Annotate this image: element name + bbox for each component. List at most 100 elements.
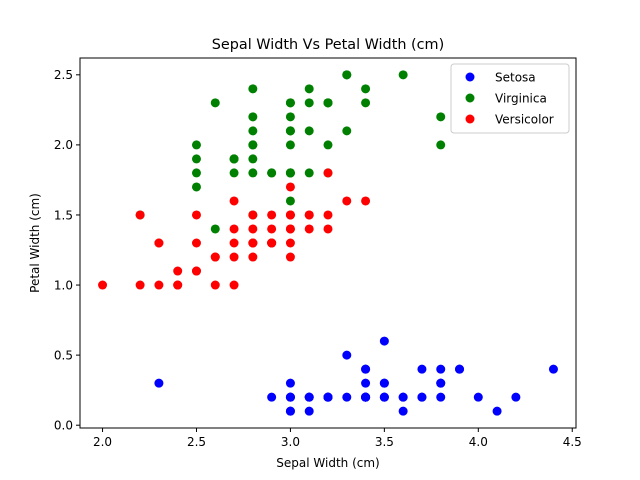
y-tick-label: 2.0	[54, 138, 73, 152]
point-setosa-34	[304, 392, 314, 402]
point-setosa-38	[285, 392, 295, 402]
point-setosa-44	[436, 364, 446, 374]
point-virginica-8	[191, 168, 201, 178]
point-virginica-43	[323, 98, 333, 108]
point-setosa-46	[436, 392, 446, 402]
point-versicolor-39	[191, 238, 201, 248]
point-virginica-9	[398, 70, 408, 80]
point-versicolor-17	[229, 280, 239, 290]
legend-label-setosa: Setosa	[495, 71, 536, 85]
point-virginica-48	[361, 98, 371, 108]
point-virginica-41	[304, 98, 314, 108]
point-setosa-19	[436, 378, 446, 388]
point-virginica-24	[342, 126, 352, 136]
point-versicolor-48	[191, 266, 201, 276]
legend-label-virginica: Virginica	[495, 92, 547, 106]
point-virginica-10	[323, 140, 333, 150]
point-virginica-42	[229, 154, 239, 164]
point-virginica-29	[285, 196, 295, 206]
point-versicolor-47	[267, 238, 277, 248]
point-versicolor-43	[154, 280, 164, 290]
point-versicolor-28	[267, 210, 277, 220]
point-versicolor-35	[361, 196, 371, 206]
point-setosa-15	[548, 364, 558, 374]
point-versicolor-15	[304, 224, 314, 234]
point-setosa-21	[417, 364, 427, 374]
point-virginica-7	[267, 168, 277, 178]
point-virginica-26	[248, 168, 258, 178]
point-versicolor-33	[229, 196, 239, 206]
point-setosa-48	[417, 392, 427, 402]
point-versicolor-42	[210, 252, 220, 262]
point-versicolor-10	[98, 280, 108, 290]
point-setosa-8	[267, 392, 277, 402]
point-versicolor-20	[323, 168, 333, 178]
point-versicolor-26	[248, 224, 258, 234]
point-setosa-39	[361, 392, 371, 402]
point-versicolor-36	[304, 210, 314, 220]
point-versicolor-38	[285, 238, 295, 248]
point-virginica-28	[248, 126, 258, 136]
point-versicolor-22	[191, 210, 201, 220]
point-setosa-13	[285, 406, 295, 416]
x-tick-label: 4.5	[563, 435, 582, 449]
legend-marker-virginica	[465, 93, 475, 103]
point-versicolor-13	[267, 224, 277, 234]
point-setosa-45	[285, 378, 295, 388]
x-tick-label: 4.0	[469, 435, 488, 449]
point-setosa-32	[492, 406, 502, 416]
point-versicolor-27	[285, 182, 295, 192]
chart-title: Sepal Width Vs Petal Width (cm)	[212, 37, 444, 53]
point-virginica-13	[191, 140, 201, 150]
point-virginica-39	[304, 126, 314, 136]
point-setosa-43	[379, 336, 389, 346]
point-versicolor-41	[285, 224, 295, 234]
point-versicolor-18	[135, 210, 145, 220]
point-setosa-16	[455, 364, 465, 374]
point-setosa-22	[398, 392, 408, 402]
point-setosa-31	[361, 364, 371, 374]
point-virginica-36	[361, 84, 371, 94]
point-setosa-23	[342, 350, 352, 360]
point-versicolor-0	[323, 224, 333, 234]
y-axis-ticks: 0.0 0.5 1.0 1.5 2.0 2.5	[54, 68, 80, 432]
points-layer	[98, 70, 558, 416]
point-versicolor-37	[154, 238, 164, 248]
legend-label-versicolor: Versicolor	[495, 113, 554, 127]
point-versicolor-45	[285, 252, 295, 262]
point-virginica-12	[285, 126, 295, 136]
point-versicolor-49	[248, 238, 258, 248]
point-versicolor-1	[323, 210, 333, 220]
point-setosa-40	[379, 378, 389, 388]
point-setosa-9	[304, 406, 314, 416]
point-virginica-46	[191, 154, 201, 164]
x-tick-label: 2.5	[187, 435, 206, 449]
y-tick-label: 0.5	[54, 348, 73, 362]
x-tick-label: 2.0	[93, 435, 112, 449]
x-tick-label: 3.0	[281, 435, 300, 449]
point-virginica-18	[210, 98, 220, 108]
point-versicolor-9	[229, 224, 239, 234]
point-setosa-6	[361, 378, 371, 388]
point-versicolor-31	[173, 280, 183, 290]
point-virginica-4	[285, 112, 295, 122]
point-virginica-22	[248, 140, 258, 150]
plot-frame	[79, 57, 577, 429]
point-virginica-32	[248, 112, 258, 122]
point-setosa-14	[473, 392, 483, 402]
x-axis-ticks: 2.0 2.5 3.0 3.5 4.0 4.5	[93, 428, 582, 449]
point-versicolor-4	[248, 210, 258, 220]
y-tick-label: 1.5	[54, 208, 73, 222]
y-axis-label: Petal Width (cm)	[28, 193, 42, 293]
point-versicolor-12	[135, 280, 145, 290]
point-setosa-33	[511, 392, 521, 402]
point-virginica-17	[436, 112, 446, 122]
point-virginica-45	[285, 98, 295, 108]
legend-marker-versicolor	[465, 114, 475, 124]
point-setosa-41	[154, 378, 164, 388]
point-virginica-31	[436, 140, 446, 150]
point-setosa-49	[342, 392, 352, 402]
point-virginica-34	[210, 224, 220, 234]
point-setosa-36	[379, 392, 389, 402]
